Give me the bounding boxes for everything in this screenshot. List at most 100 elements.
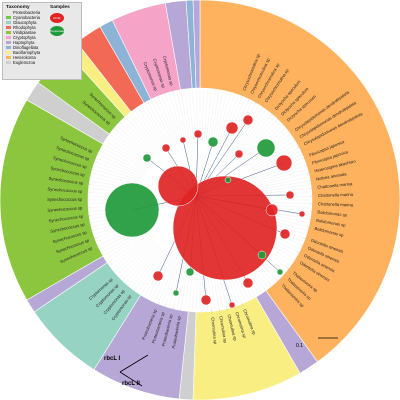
- guide-ray: [180, 259, 190, 309]
- guide-ray: [165, 257, 182, 305]
- leaf-label: Bolidomonas sp: [317, 209, 348, 217]
- leaf-label: Chattonella marina: [317, 181, 353, 190]
- guide-ray: [231, 106, 259, 150]
- scale-bar-label: 0.1: [296, 343, 303, 349]
- leaf-label: Chromulina sp: [210, 317, 218, 345]
- sample-circle-arctic: [161, 143, 171, 153]
- legend-label: Glaucophyta: [13, 20, 37, 25]
- guide-ray: [233, 108, 262, 151]
- leaf-tick: [94, 244, 100, 247]
- guide-ray: [104, 144, 149, 171]
- taxonomy-legend-item: Glaucophyta: [6, 20, 40, 25]
- sample-circle-arctic: [298, 210, 306, 218]
- leaf-tick: [89, 168, 95, 170]
- sample-circle-temperate: [257, 250, 267, 260]
- leaf-tick: [306, 172, 312, 174]
- guide-ray: [257, 165, 305, 182]
- rbcl-2-marker: [119, 371, 143, 387]
- guide-ray: [188, 90, 194, 141]
- leaf-label: Synechococcus sp: [48, 176, 84, 186]
- leaf-tick: [156, 93, 159, 99]
- guide-ray: [180, 91, 190, 141]
- leaf-tick: [218, 308, 221, 314]
- sample-circle-temperate: [207, 136, 219, 148]
- legend-swatch: [6, 15, 11, 20]
- leaf-tick: [293, 138, 298, 142]
- sample-legend-item: Temperate: [50, 26, 70, 36]
- guide-ray: [235, 110, 265, 152]
- samples-legend-title: Samples: [50, 5, 70, 10]
- leaf-tick: [309, 211, 315, 213]
- legend-label: Euglenozoa: [13, 60, 36, 65]
- legend-swatch: [6, 30, 11, 35]
- leaf-tick: [87, 175, 93, 178]
- leaf-tick: [111, 125, 116, 130]
- guide-ray: [151, 101, 174, 147]
- guide-ray: [184, 91, 192, 141]
- legend-swatch: [6, 55, 11, 60]
- legend-swatch: [6, 20, 11, 25]
- guide-ray: [135, 248, 165, 290]
- leaf-tick: [87, 222, 93, 225]
- guide-ray: [126, 244, 160, 282]
- sample-circle-arctic: [242, 277, 254, 289]
- guide-ray: [148, 102, 172, 148]
- guide-ray: [214, 93, 227, 142]
- leaf-label: Chattonella marina: [318, 201, 354, 207]
- guide-ray: [135, 110, 165, 152]
- guide-ray: [252, 148, 298, 172]
- guide-ray: [123, 243, 159, 280]
- leaf-tick: [172, 306, 174, 312]
- leaf-tick: [179, 308, 182, 314]
- taxonomy-legend-item: Viridiplantae: [6, 30, 40, 35]
- taxonomy-legend-item: Bacillariophyta: [6, 50, 40, 55]
- guide-ray: [115, 238, 155, 271]
- guide-ray: [201, 90, 204, 141]
- leaf-tick: [89, 230, 95, 232]
- leaf-tick: [261, 104, 265, 109]
- guide-ray: [238, 115, 271, 155]
- guide-ray: [236, 113, 268, 153]
- guide-ray: [158, 97, 178, 145]
- legend-swatch: [6, 10, 11, 15]
- sample-circle-temperate: [185, 267, 195, 277]
- rbcl-split-markers: [119, 337, 338, 387]
- legend-swatch: [6, 25, 11, 30]
- leaf-tick: [117, 120, 121, 124]
- legend-swatch: [6, 50, 11, 55]
- sample-circle-layer: [104, 114, 306, 309]
- leaf-tick: [164, 304, 167, 310]
- guide-ray: [176, 258, 188, 308]
- legend-label: Rhodophyta: [13, 25, 36, 30]
- guide-ray: [208, 91, 216, 141]
- leaf-tick: [91, 237, 97, 240]
- guide-ray: [101, 151, 147, 174]
- rbcl-2-label: rbcL II: [122, 381, 140, 387]
- leaf-label: Synechococcus sp: [47, 186, 83, 193]
- guide-ray: [129, 115, 162, 155]
- guide-ray: [155, 254, 176, 301]
- legend-swatch: [6, 40, 11, 45]
- leaf-tick: [304, 164, 310, 167]
- leaf-tick: [172, 88, 174, 94]
- guide-ray: [258, 176, 308, 188]
- guide-ray: [106, 231, 150, 259]
- leaf-tick: [303, 237, 309, 240]
- guide-ray: [138, 108, 167, 151]
- samples-legend: Samples Arctic Temperate: [50, 5, 70, 36]
- guide-ray: [144, 104, 171, 149]
- guide-ray: [251, 144, 296, 171]
- guide-ray: [108, 233, 151, 262]
- guide-ray: [132, 113, 164, 153]
- guide-ray: [218, 95, 235, 143]
- leaf-tick: [132, 288, 136, 294]
- guide-ray: [228, 102, 252, 148]
- guide-ray: [226, 101, 249, 147]
- leaf-tick: [94, 153, 100, 156]
- leaf-tick: [288, 132, 294, 136]
- guide-ray: [165, 95, 182, 143]
- leaf-label: Synechococcus sp: [48, 213, 84, 223]
- legend-label: Heterokonta: [13, 55, 36, 60]
